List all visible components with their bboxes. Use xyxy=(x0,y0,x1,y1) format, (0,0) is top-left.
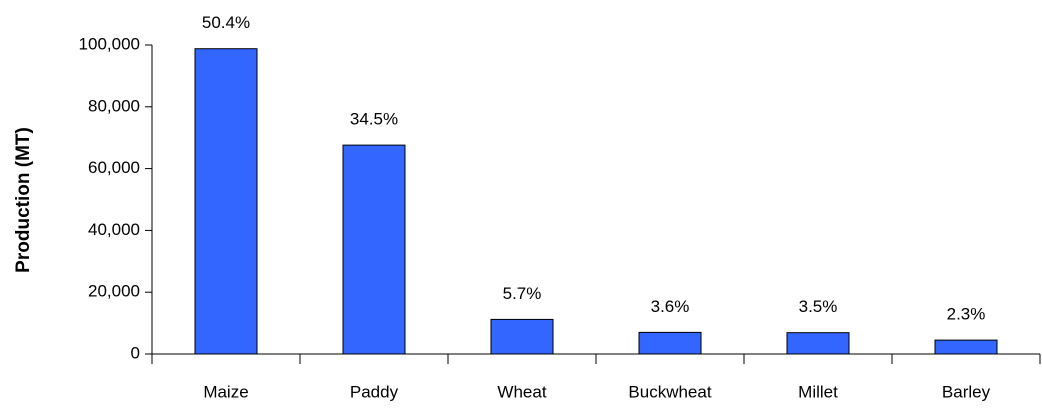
x-tick-label: Paddy xyxy=(350,382,399,401)
y-tick-label: 80,000 xyxy=(88,96,140,115)
x-tick-label: Barley xyxy=(942,382,991,401)
y-tick-label: 40,000 xyxy=(88,220,140,239)
annotation: 5.7% xyxy=(503,284,542,303)
bar xyxy=(490,318,554,355)
x-tick-label: Maize xyxy=(203,382,248,401)
annotation: 34.5% xyxy=(350,110,398,129)
bar xyxy=(786,332,850,355)
y-tick-label: 100,000 xyxy=(79,34,140,53)
y-tick-label: 0 xyxy=(131,343,140,362)
annotation: 3.6% xyxy=(651,297,690,316)
bar xyxy=(342,144,406,355)
x-tick-label: Buckwheat xyxy=(628,382,711,401)
y-tick-label: 20,000 xyxy=(88,282,140,301)
annotation: 50.4% xyxy=(202,13,250,32)
y-tick-label: 60,000 xyxy=(88,158,140,177)
bar xyxy=(194,48,258,355)
annotation: 3.5% xyxy=(799,297,838,316)
y-axis-label: Production (MT) xyxy=(13,127,34,273)
x-tick-label: Wheat xyxy=(497,382,546,401)
annotation: 2.3% xyxy=(947,305,986,324)
bar xyxy=(934,339,998,355)
bar xyxy=(638,331,702,355)
x-tick-label: Millet xyxy=(798,382,838,401)
